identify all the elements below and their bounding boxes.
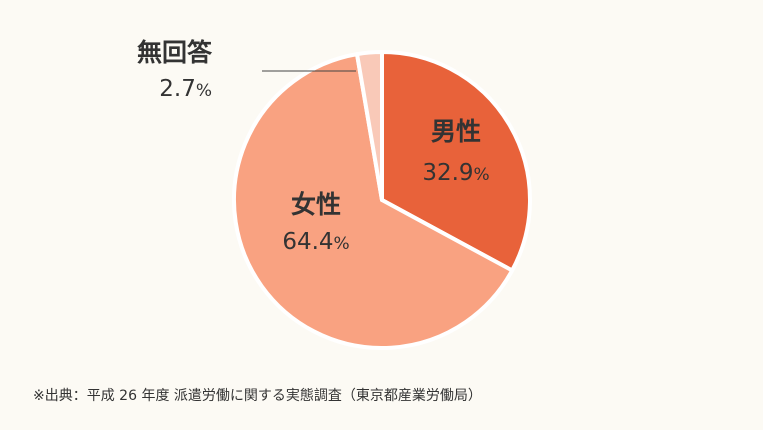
pie-labels: 男性 32.9% 女性 64.4% 無回答 2.7%: [137, 38, 490, 255]
pie-slice-1: [380, 50, 532, 273]
slice-label-1: 男性: [431, 117, 481, 146]
pie-slice-3: [355, 49, 384, 202]
pie-slices: [232, 49, 532, 350]
slice-label-3: 無回答: [137, 38, 213, 67]
slice-label-2: 女性: [291, 190, 341, 219]
source-note: ※出典：平成 26 年度 派遣労働に関する実態調査（東京都産業労働局）: [33, 388, 482, 404]
slice-value-1: 32.9%: [422, 160, 489, 186]
pie-slice-2: [232, 52, 515, 350]
slice-value-3: 2.7%: [159, 76, 212, 102]
slice-value-2: 64.4%: [282, 229, 349, 255]
